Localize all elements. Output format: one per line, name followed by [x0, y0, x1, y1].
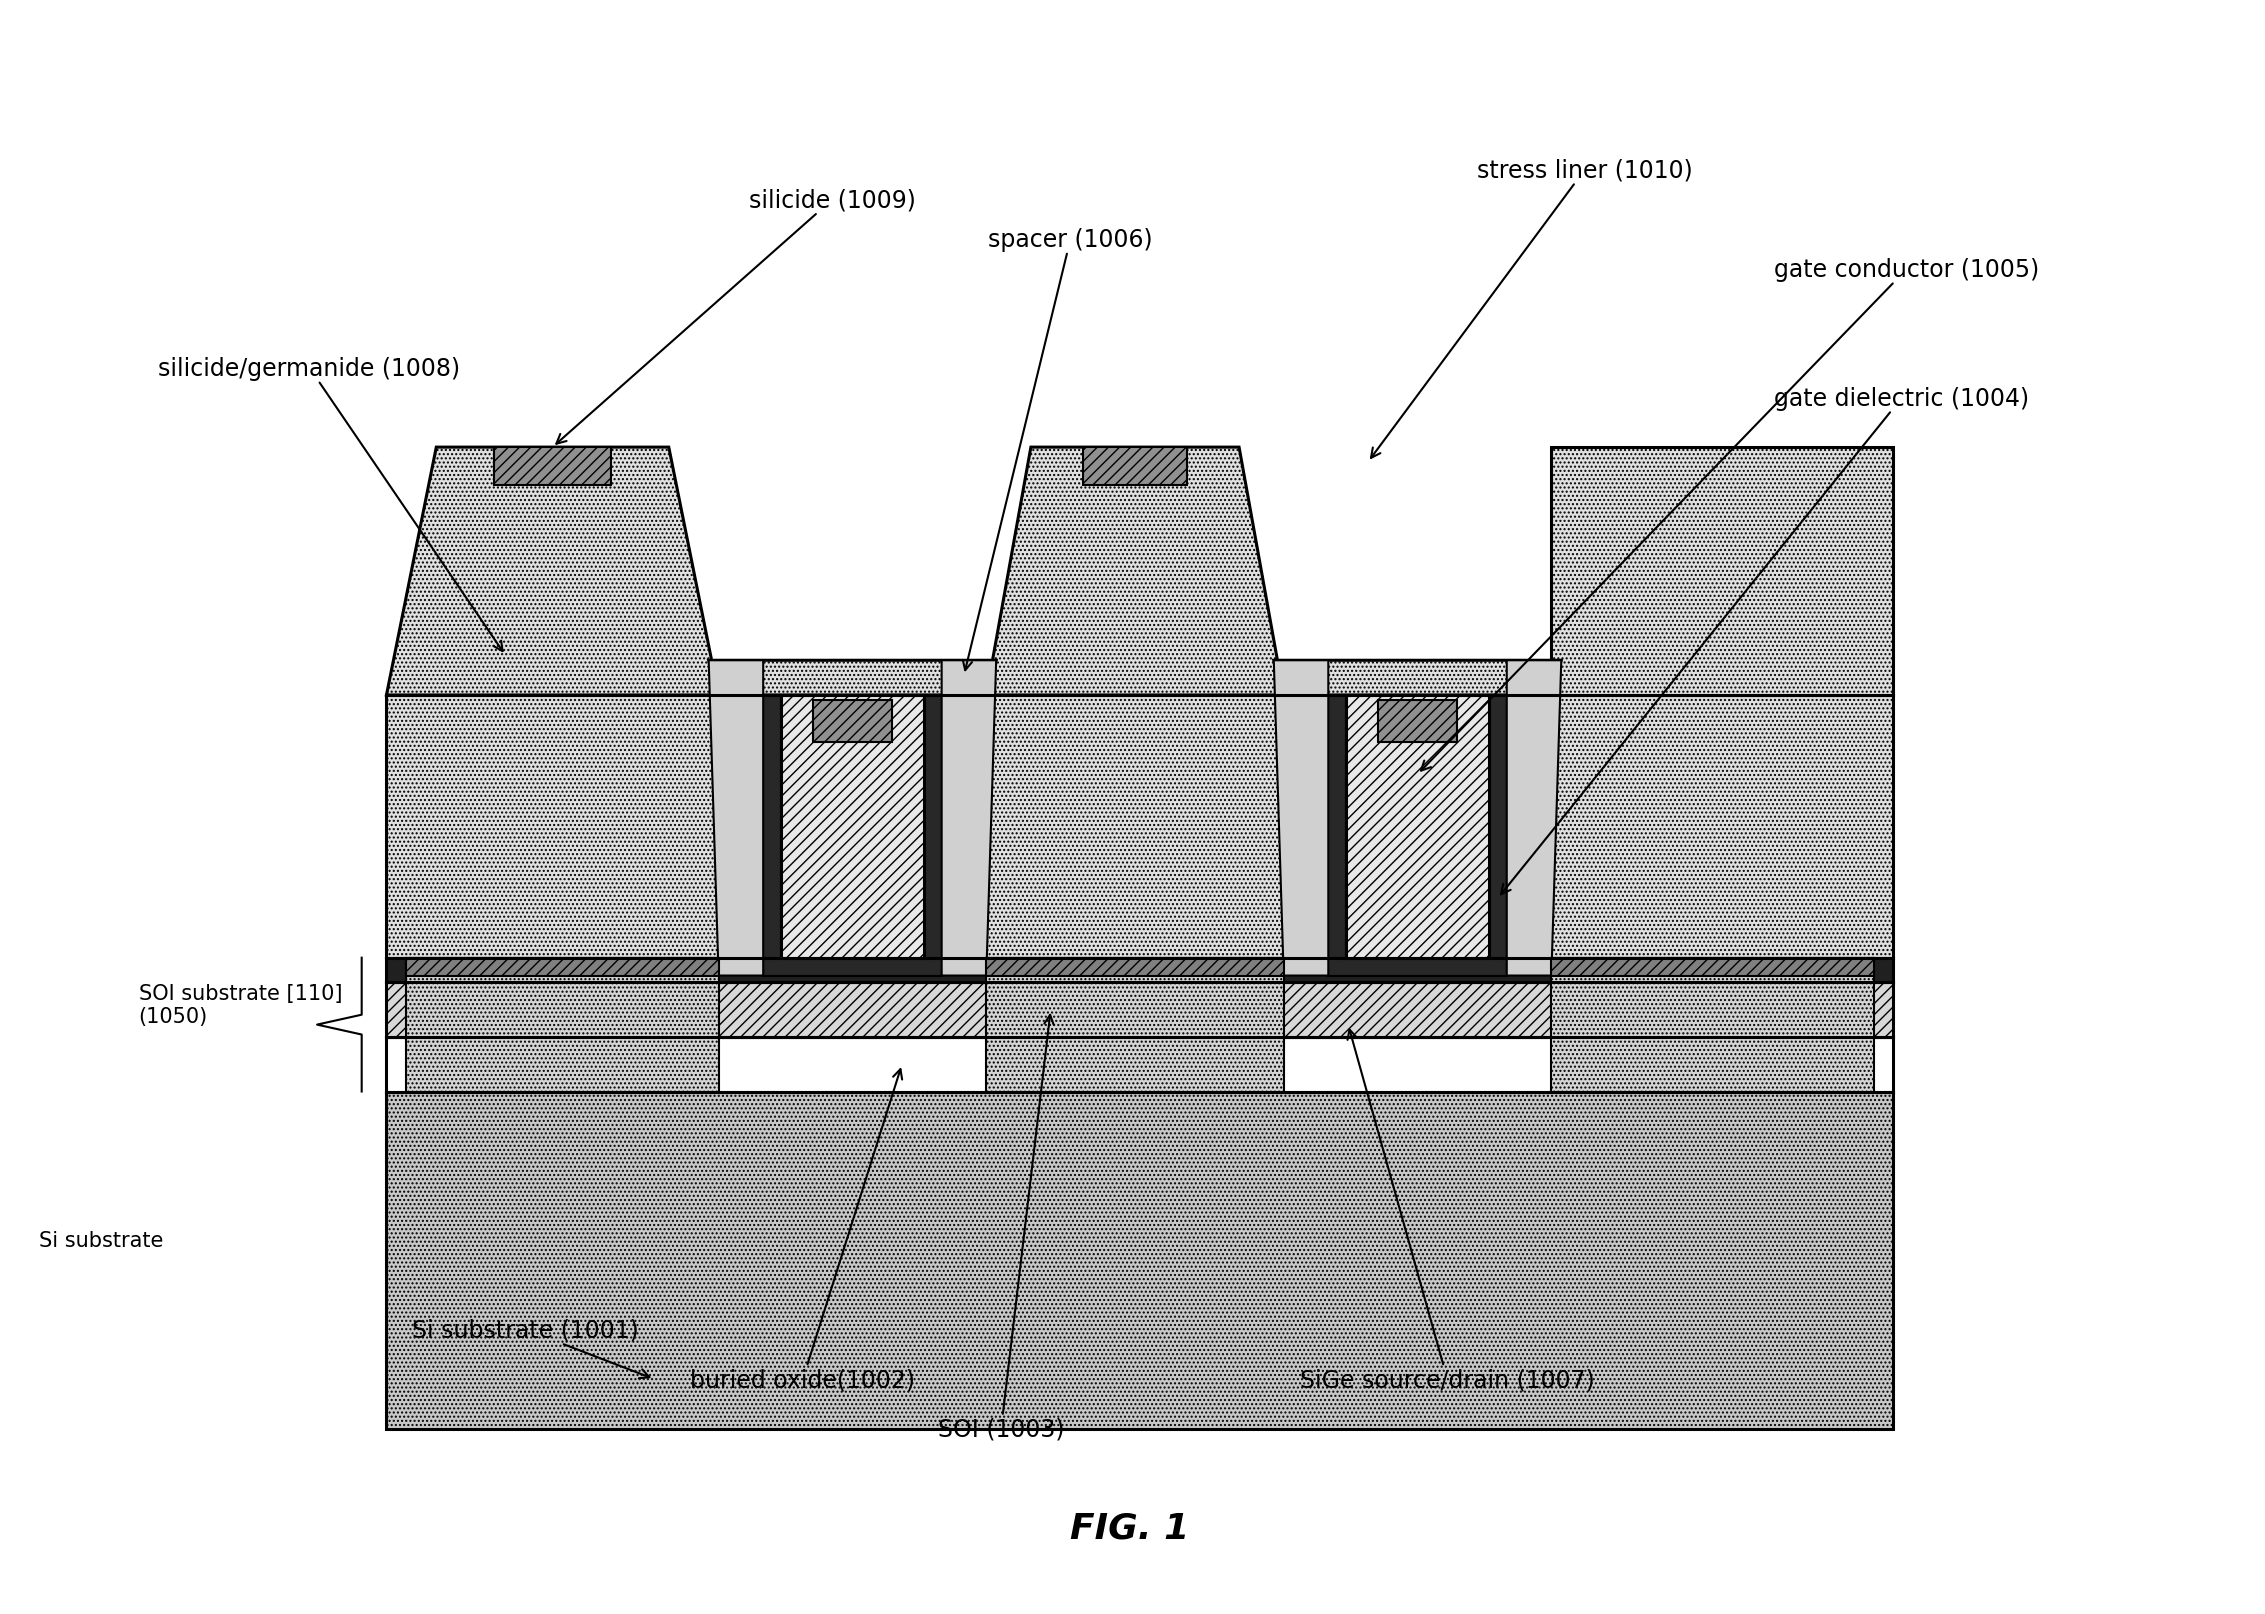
Polygon shape — [985, 447, 1284, 696]
Polygon shape — [1273, 660, 1327, 976]
Text: silicide (1009): silicide (1009) — [557, 189, 915, 444]
Polygon shape — [1379, 700, 1456, 742]
Polygon shape — [1552, 447, 1894, 696]
Polygon shape — [387, 1091, 1894, 1428]
Polygon shape — [813, 700, 892, 742]
Text: SiGe source/drain (1007): SiGe source/drain (1007) — [1300, 1030, 1595, 1391]
Polygon shape — [1273, 660, 1561, 696]
Polygon shape — [387, 1038, 1894, 1091]
Polygon shape — [387, 983, 1894, 1038]
Polygon shape — [942, 660, 997, 976]
Polygon shape — [985, 959, 1284, 976]
Polygon shape — [781, 696, 924, 959]
Text: Si substrate (1001): Si substrate (1001) — [412, 1317, 650, 1378]
Text: SOI substrate [110]
(1050): SOI substrate [110] (1050) — [138, 983, 342, 1027]
Text: gate conductor (1005): gate conductor (1005) — [1420, 258, 2041, 771]
Polygon shape — [387, 447, 718, 696]
Text: spacer (1006): spacer (1006) — [963, 228, 1153, 671]
Text: stress liner (1010): stress liner (1010) — [1370, 158, 1692, 458]
Text: gate dielectric (1004): gate dielectric (1004) — [1502, 386, 2029, 894]
Polygon shape — [1345, 696, 1488, 959]
Polygon shape — [405, 959, 718, 976]
Polygon shape — [763, 696, 942, 976]
Text: buried oxide(1002): buried oxide(1002) — [691, 1070, 915, 1391]
Polygon shape — [1083, 447, 1187, 486]
Polygon shape — [709, 660, 763, 976]
Polygon shape — [405, 959, 718, 1091]
Polygon shape — [985, 959, 1284, 1091]
Polygon shape — [1552, 959, 1873, 976]
Polygon shape — [387, 696, 1894, 959]
Polygon shape — [709, 660, 997, 696]
Text: Si substrate: Si substrate — [39, 1230, 163, 1251]
Polygon shape — [1327, 696, 1506, 976]
Polygon shape — [494, 447, 612, 486]
Polygon shape — [1506, 660, 1561, 976]
Text: FIG. 1: FIG. 1 — [1071, 1511, 1189, 1545]
Polygon shape — [1552, 959, 1873, 1091]
Text: silicide/germanide (1008): silicide/germanide (1008) — [159, 357, 503, 652]
Polygon shape — [387, 959, 1894, 983]
Text: SOI (1003): SOI (1003) — [938, 1015, 1065, 1441]
